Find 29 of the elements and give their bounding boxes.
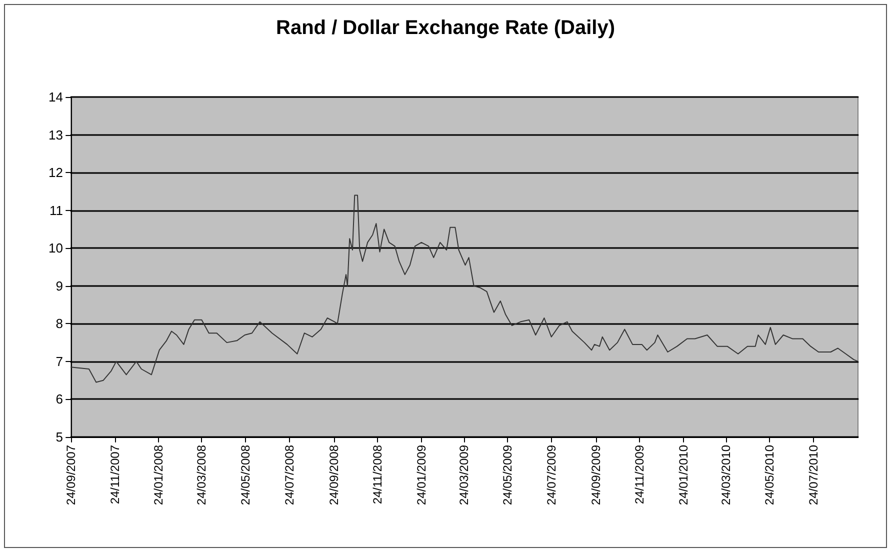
y-tick-label: 5 — [56, 430, 63, 444]
x-tick-label: 24/07/2009 — [544, 444, 558, 506]
x-tick-label: 24/11/2009 — [632, 444, 647, 504]
x-tick-label: 24/11/2007 — [108, 444, 122, 504]
x-tick-label: 24/03/2009 — [456, 444, 471, 506]
y-tick-label: 10 — [48, 240, 63, 256]
x-tick-label: 24/05/2009 — [500, 444, 515, 506]
y-tick-label: 11 — [50, 202, 63, 218]
x-tick-label: 24/05/2008 — [238, 444, 252, 506]
y-tick-label: 6 — [56, 392, 63, 407]
y-tick-label: 8 — [56, 316, 63, 332]
x-tick-label: 24/01/2008 — [152, 444, 166, 506]
x-tick-label: 24/09/2007 — [64, 444, 78, 506]
x-tick-label: 24/03/2008 — [194, 444, 209, 506]
x-tick-label: 24/07/2008 — [282, 444, 296, 506]
x-tick-label: 24/05/2010 — [762, 444, 777, 506]
x-tick-label: 24/09/2008 — [326, 444, 341, 506]
x-tick-label: 24/07/2010 — [806, 444, 820, 506]
y-tick-label: 14 — [48, 90, 63, 104]
y-tick-label: 12 — [48, 165, 63, 180]
x-tick-label: 24/01/2009 — [414, 444, 428, 506]
x-tick-label: 24/11/2008 — [370, 444, 385, 504]
x-tick-label: 24/01/2010 — [676, 444, 691, 506]
y-tick-label: 13 — [48, 127, 63, 142]
x-tick-label: 24/03/2010 — [718, 444, 733, 506]
y-tick-label: 9 — [56, 278, 63, 294]
x-tick-label: 24/09/2009 — [588, 444, 603, 506]
chart-title: Rand / Dollar Exchange Rate (Daily) — [276, 17, 615, 39]
y-tick-label: 7 — [56, 354, 63, 369]
